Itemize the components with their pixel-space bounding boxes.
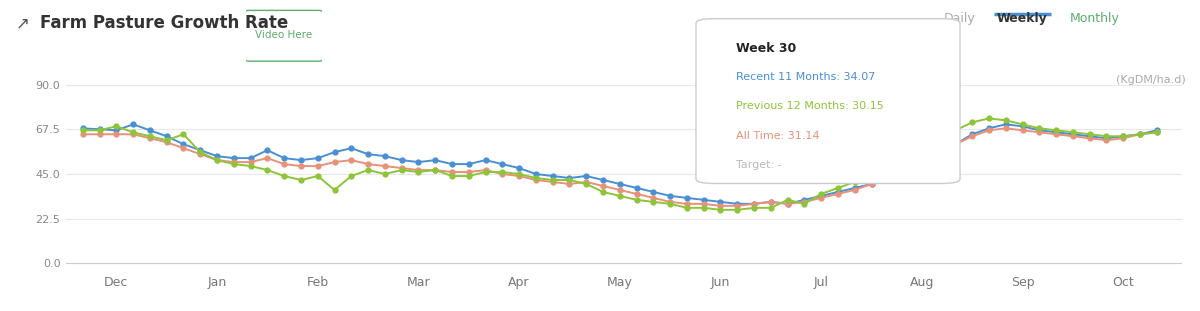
Text: (KgDM/ha.d): (KgDM/ha.d): [1116, 75, 1186, 85]
Text: Target: -: Target: -: [736, 160, 781, 170]
Text: Previous 12 Months: 30.15: Previous 12 Months: 30.15: [736, 101, 883, 111]
Text: Farm Pasture Growth Rate: Farm Pasture Growth Rate: [40, 14, 288, 32]
Text: Recent 11 Months: 34.07: Recent 11 Months: 34.07: [736, 72, 875, 81]
Text: ↗: ↗: [16, 14, 30, 32]
Text: Week 30: Week 30: [736, 42, 796, 55]
Text: Weekly: Weekly: [997, 12, 1048, 26]
FancyBboxPatch shape: [242, 10, 325, 61]
Text: Daily: Daily: [944, 12, 976, 26]
Text: All Time: 31.14: All Time: 31.14: [736, 131, 820, 141]
Text: Video Here: Video Here: [256, 30, 312, 40]
Text: Monthly: Monthly: [1069, 12, 1120, 26]
